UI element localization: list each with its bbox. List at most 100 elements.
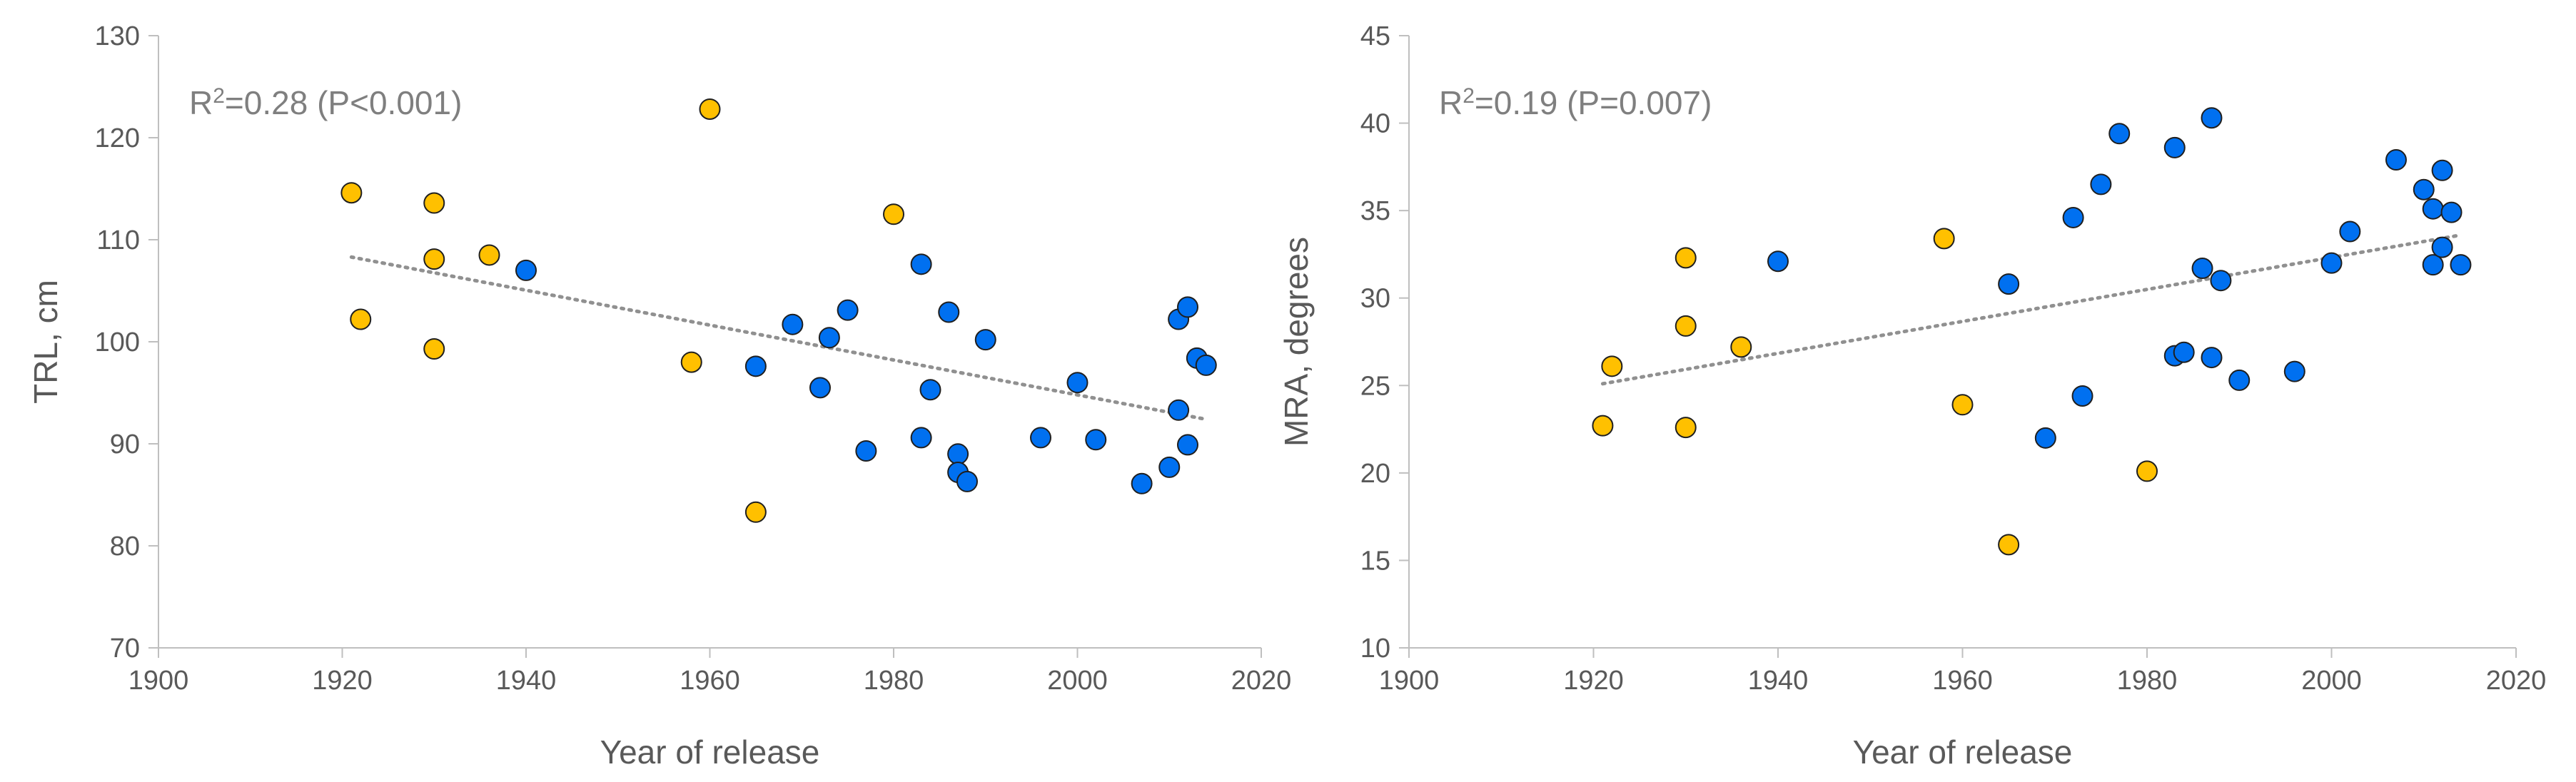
mra-point-group-b: [2034, 427, 2056, 449]
trl-point-group-a: [478, 244, 500, 266]
trl-x-tick-label: 1940: [496, 666, 557, 696]
mra-point-group-b: [2431, 236, 2453, 258]
mra-point-group-a: [1933, 228, 1955, 250]
trl-point-group-b: [910, 253, 932, 275]
mra-point-group-a: [1951, 394, 1974, 416]
trl-point-group-b: [782, 313, 804, 335]
mra-point-group-b: [2431, 159, 2453, 181]
mra-x-tick-label: 1920: [1563, 666, 1624, 696]
mra-point-group-a: [1601, 355, 1623, 377]
trl-point-group-b: [974, 329, 996, 351]
trl-point-group-b: [837, 299, 859, 321]
mra-y-tick-label: 45: [1360, 21, 1390, 51]
mra-point-group-b: [1767, 250, 1789, 273]
trl-point-group-b: [910, 427, 932, 449]
trl-point-group-a: [340, 182, 363, 204]
trl-point-group-b: [956, 470, 978, 492]
mra-point-group-a: [1998, 534, 2020, 556]
mra-point-group-b: [2090, 173, 2112, 196]
trl-x-tick-label: 1900: [128, 666, 189, 696]
mra-point-group-b: [2173, 341, 2195, 363]
mra-point-group-b: [2385, 149, 2407, 171]
mra-point-group-b: [2440, 201, 2463, 223]
mra-y-tick-label: 15: [1360, 546, 1390, 576]
trl-point-group-b: [809, 377, 831, 399]
trl-point-group-a: [350, 308, 372, 330]
trl-x-axis-title: Year of release: [600, 733, 820, 771]
mra-point-group-a: [2136, 460, 2158, 482]
mra-point-group-b: [2201, 347, 2223, 369]
mra-point-group-b: [2201, 107, 2223, 129]
trl-point-group-b: [1195, 354, 1217, 376]
mra-point-group-b: [2071, 385, 2093, 407]
trl-point-group-b: [515, 259, 537, 281]
trl-y-tick-label: 70: [110, 634, 140, 664]
trl-x-tick-label: 1980: [864, 666, 924, 696]
mra-point-group-b: [2108, 123, 2131, 145]
trl-point-group-b: [1168, 399, 1190, 421]
mra-x-tick-label: 1900: [1379, 666, 1440, 696]
trl-point-group-a: [423, 338, 445, 360]
mra-r-squared-annotation: R2=0.19 (P=0.007): [1439, 84, 1712, 121]
mra-x-tick-label: 2000: [2301, 666, 2362, 696]
trl-point-group-a: [423, 192, 445, 214]
trl-y-tick-label: 130: [95, 21, 140, 51]
mra-point-group-b: [2422, 198, 2444, 220]
trl-y-tick-label: 80: [110, 532, 140, 562]
trl-y-tick-label: 90: [110, 430, 140, 459]
mra-point-group-a: [1675, 417, 1697, 439]
trl-chart-panel: 70 80 90 100 110 120 130 1900 1920 1940 1960 1980 20…: [27, 21, 1291, 771]
mra-point-group-a: [1592, 415, 1614, 437]
mra-point-group-a: [1730, 336, 1752, 358]
trl-point-group-b: [938, 301, 960, 323]
trl-point-group-a: [744, 501, 767, 523]
mra-y-tick-label: 10: [1360, 634, 1390, 664]
mra-point-group-b: [2210, 270, 2232, 292]
mra-y-tick-label: 35: [1360, 196, 1390, 226]
mra-x-axis-title: Year of release: [1853, 733, 2073, 771]
trl-x-tick-label: 2020: [1231, 666, 1292, 696]
mra-y-tick-label: 25: [1360, 371, 1390, 401]
mra-y-tick-label: 20: [1360, 459, 1390, 489]
trl-x-tick-label: 1960: [680, 666, 740, 696]
mra-x-tick-label: 1960: [1932, 666, 1993, 696]
trl-y-tick-label: 110: [96, 225, 140, 255]
mra-point-group-b: [2283, 360, 2305, 382]
trl-y-tick-label: 120: [95, 123, 140, 153]
trl-trendline: [349, 255, 1208, 422]
mra-point-group-b: [1998, 273, 2020, 295]
mra-point-group-b: [2422, 254, 2444, 276]
mra-point-group-b: [2163, 136, 2186, 158]
trl-point-group-a: [699, 98, 721, 120]
trl-point-group-b: [744, 355, 767, 377]
mra-y-tick-label: 40: [1360, 109, 1390, 139]
trl-point-group-b: [855, 440, 877, 462]
mra-point-group-a: [1675, 315, 1697, 337]
trl-point-group-b: [1131, 472, 1153, 494]
mra-point-group-b: [2228, 369, 2251, 391]
mra-chart-panel: 10 15 20 25 30 35 40 45 1900 1920 1940 1960 1980 2000…: [1278, 21, 2546, 771]
mra-point-group-b: [2413, 178, 2435, 200]
mra-point-group-b: [2450, 254, 2472, 276]
trl-point-group-b: [1177, 434, 1198, 456]
mra-point-group-b: [2339, 220, 2361, 243]
mra-point-group-b: [2062, 206, 2084, 228]
mra-y-axis-title: MRA, degrees: [1278, 237, 1315, 447]
mra-x-tick-label: 2020: [2486, 666, 2547, 696]
trl-point-group-b: [1158, 456, 1181, 478]
mra-x-tick-label: 1980: [2117, 666, 2178, 696]
trl-x-tick-label: 2000: [1047, 666, 1108, 696]
trl-point-group-b: [1030, 427, 1051, 449]
trl-point-group-a: [883, 203, 904, 225]
mra-point-group-b: [2320, 252, 2343, 274]
trl-point-group-a: [680, 351, 702, 373]
trl-x-tick-label: 1920: [312, 666, 373, 696]
mra-point-group-a: [1675, 247, 1697, 269]
trl-point-group-b: [818, 327, 840, 349]
trl-r-squared-annotation: R2=0.28 (P<0.001): [189, 84, 462, 121]
trl-point-group-b: [947, 443, 969, 465]
trl-y-axis-title: TRL, cm: [27, 280, 64, 404]
mra-y-tick-label: 30: [1360, 284, 1390, 314]
